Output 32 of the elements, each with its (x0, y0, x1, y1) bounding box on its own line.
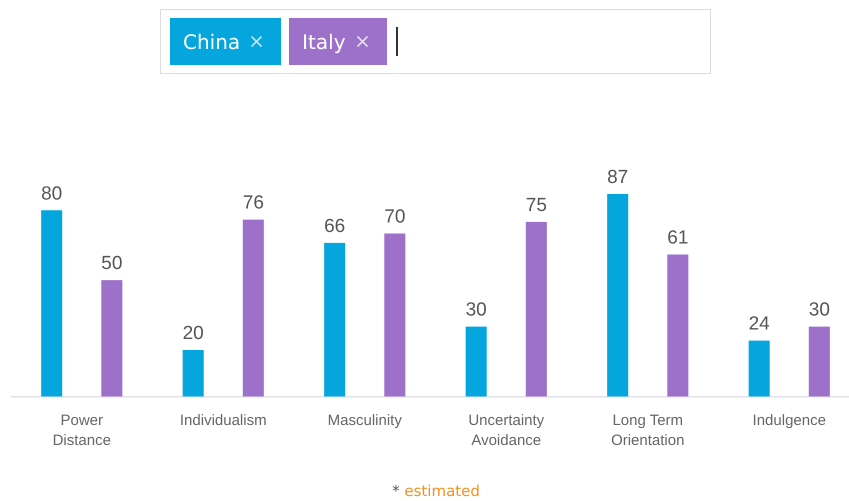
text: * estimated (392, 482, 480, 500)
bar (466, 326, 487, 396)
x-tick-label: Masculinity (328, 412, 402, 429)
bar (101, 280, 122, 396)
x-tick-label: Long Term Orientation (611, 412, 684, 450)
data-label: 50 (101, 253, 122, 274)
data-label: 80 (41, 183, 62, 204)
x-tick-label: Individualism (180, 412, 267, 429)
bar (41, 210, 62, 396)
tag-input-field: China Italy (160, 9, 711, 74)
data-label: 76 (242, 192, 264, 214)
bar (384, 234, 406, 396)
bar (667, 254, 688, 396)
data-label: 87 (607, 166, 628, 188)
data-label: 66 (324, 216, 346, 237)
bar (808, 326, 830, 396)
x-tick-label: Uncertainty Avoidance (468, 412, 545, 450)
data-label: 75 (526, 194, 547, 216)
data-label: 30 (808, 300, 830, 321)
bar (607, 194, 628, 396)
data-label: 24 (748, 314, 770, 335)
bar (526, 222, 547, 396)
data-label: 70 (384, 206, 406, 228)
bar (182, 350, 204, 396)
data-label: 30 (466, 300, 487, 321)
data-label: 20 (182, 322, 204, 344)
x-tick-label: Indulgence (752, 412, 826, 429)
bar (242, 220, 264, 396)
bar (748, 340, 770, 396)
bar (324, 242, 346, 396)
data-label: 61 (667, 228, 688, 249)
x-tick-label: Power Distance (52, 412, 111, 450)
